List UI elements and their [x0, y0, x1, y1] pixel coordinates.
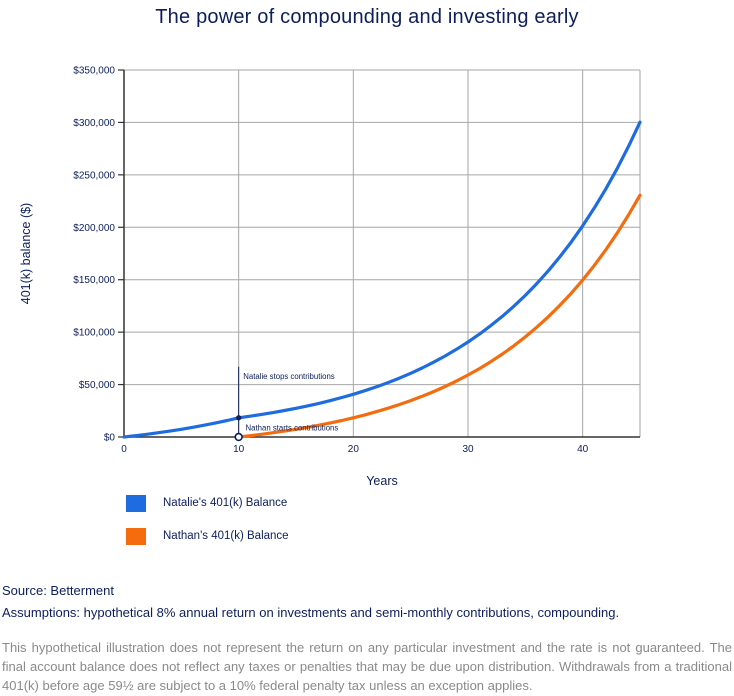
x-tick-label: 0 — [121, 444, 127, 455]
legend-label-nathan: Nathan's 401(k) Balance — [163, 530, 289, 542]
legend-label-natalie: Natalie's 401(k) Balance — [163, 497, 288, 509]
y-tick-label: $50,000 — [79, 380, 116, 391]
x-tick-label: 10 — [233, 444, 245, 455]
legend-swatch-nathan-icon — [126, 527, 146, 545]
chart-canvas: $0 $50,000 $100,000 $150,000 $200,000 $250,00… — [19, 66, 642, 488]
y-tick-label: $200,000 — [73, 223, 115, 234]
natalie-stops-dot-icon — [236, 415, 242, 421]
x-axis-title: Years — [366, 474, 398, 488]
annotation-label-nathan-starts: Nathan starts contributions — [246, 423, 339, 432]
x-tick-label: 20 — [348, 444, 360, 455]
y-axis-title: 401(k) balance ($) — [19, 203, 33, 304]
legend-swatch-natalie-icon — [126, 494, 146, 512]
legend-item-natalie: Natalie's 401(k) Balance — [126, 494, 289, 512]
chart-legend: Natalie's 401(k) Balance Nathan's 401(k)… — [126, 494, 289, 560]
x-tick-label: 30 — [462, 444, 474, 455]
source-note: Source: Betterment — [2, 583, 114, 598]
series-line-nathan — [237, 193, 642, 439]
annotation-label-natalie-stops: Natalie stops contributions — [243, 372, 335, 381]
y-tick-label: $150,000 — [73, 275, 115, 286]
legend-item-nathan: Nathan's 401(k) Balance — [126, 527, 289, 545]
nathan-starts-circle-icon — [234, 432, 243, 442]
y-tick-label: $0 — [104, 433, 116, 444]
y-tick-label: $100,000 — [73, 328, 115, 339]
disclaimer-text: This hypothetical illustration does not … — [2, 640, 732, 693]
chart-title: The power of compounding and investing e… — [155, 6, 579, 28]
y-tick-label: $250,000 — [73, 170, 115, 181]
y-tick-label: $350,000 — [73, 66, 115, 77]
assumptions-note: Assumptions: hypothetical 8% annual retu… — [2, 605, 620, 620]
series-line-natalie — [122, 120, 642, 439]
y-tick-label: $300,000 — [73, 118, 115, 129]
x-tick-label: 40 — [577, 444, 589, 455]
